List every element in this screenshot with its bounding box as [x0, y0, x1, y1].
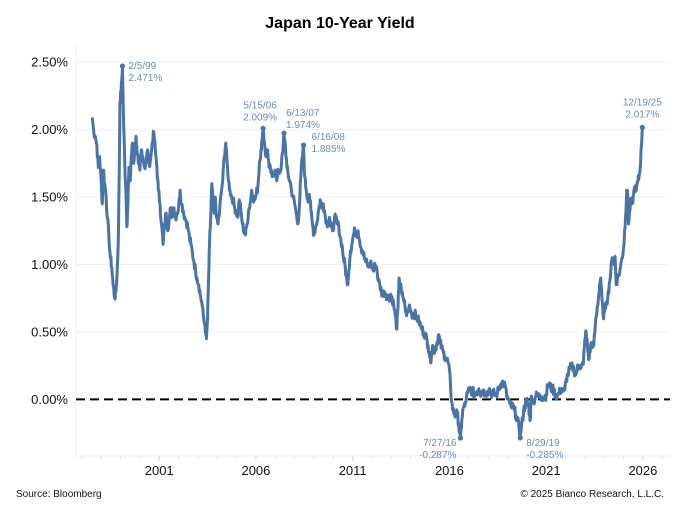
x-tick-label: 2006	[241, 463, 270, 478]
x-tick-label: 2011	[339, 463, 367, 478]
annotation-value: 1.885%	[312, 144, 346, 155]
annotation-date: 12/19/25	[623, 97, 662, 108]
annotation-marker	[119, 63, 126, 69]
y-tick-label: 0.50%	[31, 324, 68, 339]
x-tick-label: 2026	[628, 463, 657, 478]
x-tick-label: 2016	[435, 463, 464, 478]
y-tick-label: 1.50%	[31, 190, 68, 205]
y-tick-label: 1.00%	[31, 257, 68, 272]
annotation-value: 2.017%	[625, 109, 659, 120]
annotation-date: 7/27/16	[423, 438, 457, 449]
annotation-value: -0.285%	[526, 450, 563, 461]
annotation-marker	[639, 124, 645, 130]
annotation-date: 6/13/07	[286, 108, 320, 119]
annotation-date: 5/15/06	[243, 100, 277, 111]
chart-title: Japan 10-Year Yield	[265, 15, 414, 32]
y-tick-label: 2.00%	[31, 122, 68, 137]
annotation-marker	[281, 130, 287, 136]
annotation-marker	[517, 435, 523, 441]
source-note: Source: Bloomberg	[16, 489, 102, 500]
series-layer	[90, 64, 644, 441]
annotations: 2/5/992.471% 5/15/062.009% 6/13/071.974%6/…	[119, 61, 662, 461]
x-tick-label: 2001	[145, 463, 174, 478]
x-axis: 2001 2006 2011 2016 2021 2026	[81, 456, 663, 478]
annotation-value: 2.471%	[128, 73, 162, 84]
annotation-date: 6/16/08	[312, 132, 346, 143]
x-tick-label: 2021	[532, 463, 561, 478]
copyright-note: © 2025 Bianco Research, L.L.C.	[520, 489, 664, 500]
y-tick-label: 2.50%	[31, 55, 68, 70]
y-tick-label: 0.00%	[31, 392, 68, 407]
plot-area	[75, 46, 670, 457]
annotation-marker	[260, 125, 266, 132]
annotation-value: -0.287%	[419, 450, 456, 461]
series-line	[90, 64, 644, 441]
annotation-marker	[457, 435, 464, 441]
annotation-value: 2.009%	[243, 112, 277, 123]
annotation-date: 2/5/99	[128, 61, 156, 72]
gridlines	[76, 61, 670, 333]
annotation-value: 1.974%	[286, 120, 320, 131]
annotation-date: 8/29/19	[526, 438, 560, 449]
y-axis: 2.50% 2.00% 1.50% 1.00% 0.50% 0.00%	[31, 55, 68, 407]
annotation-marker	[300, 142, 307, 148]
